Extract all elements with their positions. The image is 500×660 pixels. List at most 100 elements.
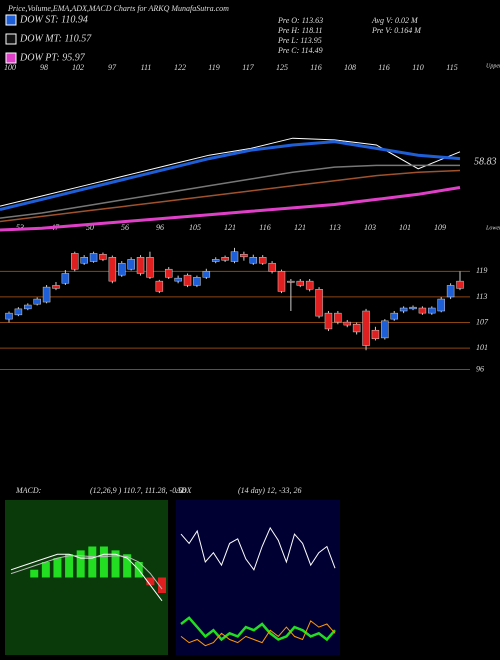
candle-body — [80, 257, 88, 264]
candle-body — [305, 280, 314, 290]
candle-body — [381, 320, 389, 339]
candle-body — [24, 304, 32, 310]
upper-label: Upper — [486, 63, 500, 69]
candle-body — [418, 307, 427, 314]
candle-body — [108, 257, 117, 282]
ema-line — [0, 169, 461, 223]
candle-body — [221, 257, 229, 261]
legend-label: DOW PT: 95.97 — [19, 52, 86, 63]
y-tick-label: 119 — [476, 266, 487, 275]
candle-body — [334, 312, 342, 323]
candle-body — [99, 254, 107, 260]
histogram-bar — [111, 550, 120, 578]
bottom-label: 113 — [329, 223, 340, 232]
histogram-bar — [53, 558, 62, 578]
stat: Pre O: 113.63 — [277, 16, 323, 25]
stat: Pre L: 113.95 — [277, 36, 322, 45]
stat: Avg V: 0.02 M — [371, 16, 419, 25]
candle-body — [240, 254, 248, 258]
candle-body — [249, 257, 258, 264]
top-label: 111 — [141, 63, 152, 72]
bottom-label: 101 — [399, 223, 411, 232]
candle-body — [155, 280, 164, 292]
legend-swatch — [5, 52, 17, 64]
candle-body — [89, 253, 98, 262]
bottom-label: 96 — [156, 223, 164, 232]
candle-body — [52, 285, 60, 289]
y-tick-label: 96 — [476, 364, 484, 373]
candle-body — [146, 257, 154, 278]
histogram-bar — [158, 577, 166, 593]
stat: Pre V: 0.164 M — [371, 26, 422, 35]
bottom-label: 50 — [86, 223, 94, 232]
candle-body — [456, 280, 464, 289]
top-label: 110 — [412, 63, 423, 72]
candle-body — [399, 307, 408, 312]
legend-swatch — [5, 14, 17, 26]
panel — [5, 500, 168, 655]
candle-body — [61, 273, 70, 284]
top-label: 97 — [108, 63, 117, 72]
candle-body — [230, 251, 239, 262]
top-label: 119 — [208, 63, 219, 72]
bottom-label: 121 — [294, 223, 306, 232]
bottom-label: 53 — [16, 223, 24, 232]
y-tick-label: 113 — [476, 292, 487, 301]
panel-label: MACD: — [15, 486, 42, 495]
macd-line — [10, 555, 163, 590]
candle-body — [446, 285, 455, 298]
ema-line — [0, 140, 461, 212]
panel — [176, 500, 340, 655]
top-label: 116 — [378, 63, 389, 72]
candle-body — [183, 274, 192, 286]
adx-line — [180, 526, 336, 571]
candle-body — [409, 306, 417, 310]
panel-label: ADX — [175, 486, 193, 495]
histogram-bar — [99, 546, 108, 578]
candle-body — [42, 286, 51, 303]
candle-body — [277, 271, 286, 292]
histogram-bar — [65, 554, 74, 578]
histogram-bar — [30, 569, 39, 578]
panel-params: (14 day) 12, -33, 26 — [238, 486, 302, 495]
histogram-bar — [146, 577, 155, 586]
candle-body — [371, 329, 380, 339]
candle-body — [362, 310, 370, 346]
bottom-label: 116 — [259, 223, 270, 232]
top-label: 102 — [72, 63, 84, 72]
y-tick-label: 101 — [476, 343, 488, 352]
top-label: 108 — [344, 63, 356, 72]
ema-line — [0, 186, 461, 232]
top-label: 125 — [276, 63, 288, 72]
candle-body — [136, 257, 145, 274]
candle-body — [296, 280, 305, 286]
top-label: 100 — [4, 63, 16, 72]
legend-swatch — [5, 33, 17, 45]
adx-line — [180, 616, 336, 642]
histogram-bar — [88, 546, 97, 578]
candle-body — [315, 289, 323, 317]
bottom-label: 105 — [189, 223, 201, 232]
candle-body — [14, 308, 23, 316]
top-label: 98 — [40, 63, 48, 72]
annotation: 58.83 — [474, 156, 497, 167]
histogram-bar — [123, 554, 132, 578]
histogram-bar — [41, 562, 50, 578]
bottom-label: 56 — [121, 223, 129, 232]
candle-body — [428, 307, 436, 314]
bottom-label: 109 — [434, 223, 446, 232]
chart-title: Price,Volume,EMA,ADX,MACD Charts for ARK… — [7, 4, 229, 13]
lower-label: Lower — [485, 225, 500, 231]
legend-label: DOW ST: 110.94 — [19, 14, 88, 25]
y-tick-label: 107 — [476, 317, 489, 326]
candle-body — [437, 298, 445, 312]
candle-body — [33, 298, 41, 305]
candle-body — [390, 312, 398, 320]
candle-body — [118, 262, 126, 276]
adx-line — [180, 620, 336, 647]
legend-label: DOW MT: 110.57 — [19, 33, 92, 44]
ema-line — [0, 137, 461, 207]
panel-params: (12,26,9 ) 110.7, 111.28, -0.58 — [90, 486, 186, 495]
